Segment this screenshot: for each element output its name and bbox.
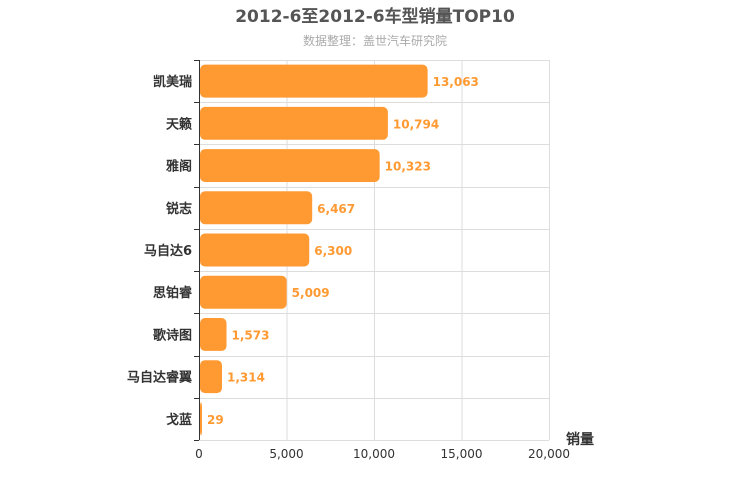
bar [200, 106, 388, 140]
bar [200, 402, 202, 436]
x-tick-label: 20,000 [528, 447, 570, 461]
x-axis-title: 销量 [566, 431, 594, 448]
axis-layer: 0 5,000 10,000 15,000 20,000 [194, 60, 570, 461]
grid-layer [199, 60, 550, 441]
category-label: 马自达睿翼 [127, 370, 192, 386]
category-label: 锐志 [166, 201, 192, 217]
data-label: 5,009 [292, 286, 330, 300]
bar [200, 360, 222, 394]
chart-subtitle: 数据整理：盖世汽车研究院 [303, 33, 447, 48]
bar [200, 233, 310, 267]
chart-title: 2012-6至2012-6车型销量TOP10 [235, 6, 515, 27]
data-label: 6,300 [314, 244, 352, 258]
data-label: 13,063 [433, 75, 479, 89]
category-label: 雅阁 [166, 159, 192, 175]
bar [200, 275, 287, 309]
bar [200, 64, 428, 98]
x-tick-label: 0 [195, 447, 203, 461]
category-label: 凯美瑞 [153, 74, 192, 90]
data-label: 29 [207, 413, 224, 427]
x-tick-label: 15,000 [441, 447, 483, 461]
x-tick-label: 5,000 [269, 447, 303, 461]
category-label: 马自达6 [144, 243, 192, 259]
bar [200, 317, 227, 351]
bar [200, 191, 313, 225]
data-label: 1,573 [232, 328, 270, 342]
labels-layer: 凯美瑞 13,063 天籁 10,794 雅阁 10,323 锐志 6,467 马自达6 6,30… [127, 74, 479, 428]
x-tick-label: 10,000 [353, 447, 395, 461]
bars-layer [200, 64, 428, 436]
data-label: 10,323 [385, 160, 431, 174]
category-label: 歌诗图 [153, 327, 192, 343]
category-label: 天籁 [166, 116, 192, 132]
data-label: 10,794 [393, 117, 439, 131]
bar [200, 149, 380, 183]
data-label: 6,467 [317, 202, 355, 216]
category-label: 思铂睿 [153, 285, 193, 301]
data-label: 1,314 [227, 371, 265, 385]
category-label: 戈蓝 [166, 412, 192, 428]
